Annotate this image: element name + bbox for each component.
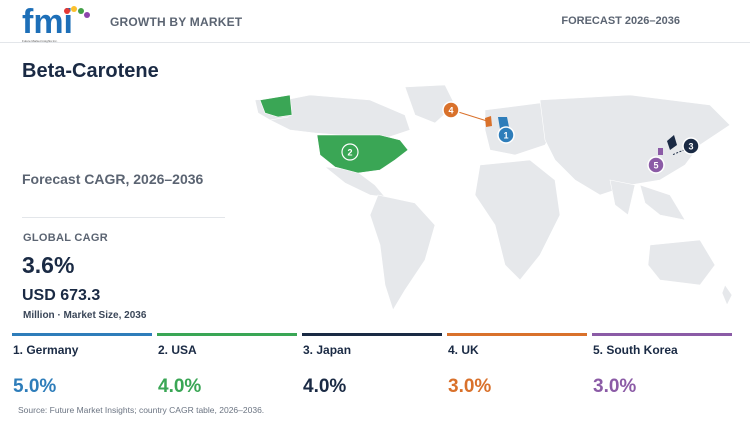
marker-uk-label: 4	[448, 106, 453, 116]
country-name: 4. UK	[448, 343, 479, 357]
country-card-uk: 4. UK 3.0%	[447, 333, 587, 403]
market-size-value: USD 673.3	[22, 287, 101, 304]
africa-landmass	[474, 159, 561, 281]
country-cagr: 5.0%	[13, 376, 57, 397]
top-bar: fmi Future Market Insights Inc. GROWTH B…	[0, 0, 750, 43]
marker-germany: 1	[497, 126, 515, 144]
country-name: 5. South Korea	[593, 343, 678, 357]
germany-region	[498, 117, 509, 129]
header-growth-label: GROWTH BY MARKET	[110, 15, 243, 29]
marker-south-korea-label: 5	[653, 161, 658, 171]
world-map: 1 2 3 4 5	[254, 85, 733, 311]
country-card-usa: 2. USA 4.0%	[157, 333, 297, 403]
logo-tagline: Future Market Insights Inc.	[22, 39, 58, 43]
country-card-germany: 1. Germany 5.0%	[12, 333, 152, 403]
card-accent-bar	[592, 333, 732, 336]
usa-region	[316, 134, 409, 174]
marker-japan-label: 3	[688, 142, 693, 152]
india-landmass	[609, 179, 636, 216]
divider	[22, 217, 225, 218]
global-cagr-value: 3.6%	[22, 252, 75, 278]
card-accent-bar	[12, 333, 152, 336]
japan-region	[667, 135, 677, 150]
forecast-subtitle: Forecast CAGR, 2026–2036	[22, 171, 204, 187]
marker-germany-label: 1	[503, 131, 508, 141]
country-name: 1. Germany	[13, 343, 79, 357]
usa-alaska-region	[259, 94, 293, 118]
new-zealand-landmass	[721, 284, 733, 306]
marker-japan: 3	[682, 137, 700, 155]
source-note: Source: Future Market Insights; country …	[18, 405, 265, 415]
australia-landmass	[647, 239, 716, 286]
marker-south-korea: 5	[647, 156, 665, 174]
country-cagr: 3.0%	[448, 376, 492, 397]
card-accent-bar	[157, 333, 297, 336]
south-america-landmass	[369, 194, 436, 311]
header-forecast-label: FORECAST 2026–2036	[561, 15, 680, 27]
country-cards: 1. Germany 5.0% 2. USA 4.0% 3. Japan 4.0…	[12, 333, 738, 403]
uk-region	[485, 116, 492, 127]
market-size-label: Million · Market Size, 2036	[23, 310, 147, 321]
country-card-south-korea: 5. South Korea 3.0%	[592, 333, 732, 403]
country-cagr: 4.0%	[158, 376, 202, 397]
south-korea-region	[658, 148, 663, 155]
card-accent-bar	[447, 333, 587, 336]
southeast-asia-landmass	[639, 184, 686, 221]
asia-landmass	[539, 94, 731, 196]
fmi-logo: fmi	[22, 6, 90, 40]
country-name: 3. Japan	[303, 343, 352, 357]
marker-usa-label: 2	[347, 148, 352, 158]
marker-uk: 4	[442, 101, 460, 119]
global-cagr-label: GLOBAL CAGR	[23, 232, 108, 244]
country-name: 2. USA	[158, 343, 197, 357]
country-cagr: 3.0%	[593, 376, 637, 397]
country-card-japan: 3. Japan 4.0%	[302, 333, 442, 403]
marker-usa: 2	[341, 143, 359, 161]
page-title: Beta-Carotene	[22, 60, 159, 82]
land-masses	[254, 85, 733, 311]
country-cagr: 4.0%	[303, 376, 347, 397]
card-accent-bar	[302, 333, 442, 336]
